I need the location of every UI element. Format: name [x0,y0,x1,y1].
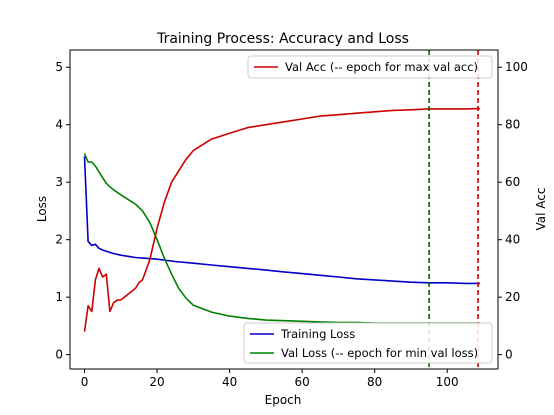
x-tick-label: 100 [436,375,459,389]
series-line-2 [83,153,480,324]
y-right-tick-label: 60 [505,175,520,189]
y-right-tick-label: 80 [505,118,520,132]
y-right-tick-label: 100 [505,60,528,74]
x-tick-label: 60 [294,375,309,389]
legend-box [247,55,493,79]
x-tick-label: 20 [149,375,164,389]
x-tick-label: 40 [222,375,237,389]
legend-box [243,322,493,364]
legend-lower-right: Training Loss Val Loss (-- epoch for min … [243,322,493,364]
y-axis-right-label: Val Acc [534,188,548,231]
y-axis-left-label: Loss [35,196,49,222]
legend-label: Val Acc (-- epoch for max val acc) [285,60,478,74]
y-left-tick-label: 5 [55,60,63,74]
chart-title: Training Process: Accuracy and Loss [156,31,409,47]
y-left-tick-label: 1 [55,290,63,304]
x-tick-label: 80 [367,375,382,389]
series-line-1 [83,156,480,285]
y-right-tick-label: 0 [505,348,513,362]
legend-label: Training Loss [280,327,355,341]
legend-top-right: Val Acc (-- epoch for max val acc) [247,55,493,79]
y-left-tick-label: 0 [55,348,63,362]
y-left-tick-label: 3 [55,175,63,189]
y-left-tick-label: 2 [55,233,63,247]
plot-frame [69,49,499,370]
y-left-tick-label: 4 [55,118,63,132]
y-right-tick-label: 40 [505,233,520,247]
x-tick-label: 0 [81,375,89,389]
legend-label: Val Loss (-- epoch for min val loss) [281,346,478,360]
series-line-3 [83,107,480,332]
y-right-tick-label: 20 [505,290,520,304]
x-axis-label: Epoch [265,393,302,407]
plot-area: 0 20 40 60 80 100 0 1 2 3 4 5 0 20 40 60 80 100 Val Acc (-… [55,49,528,389]
